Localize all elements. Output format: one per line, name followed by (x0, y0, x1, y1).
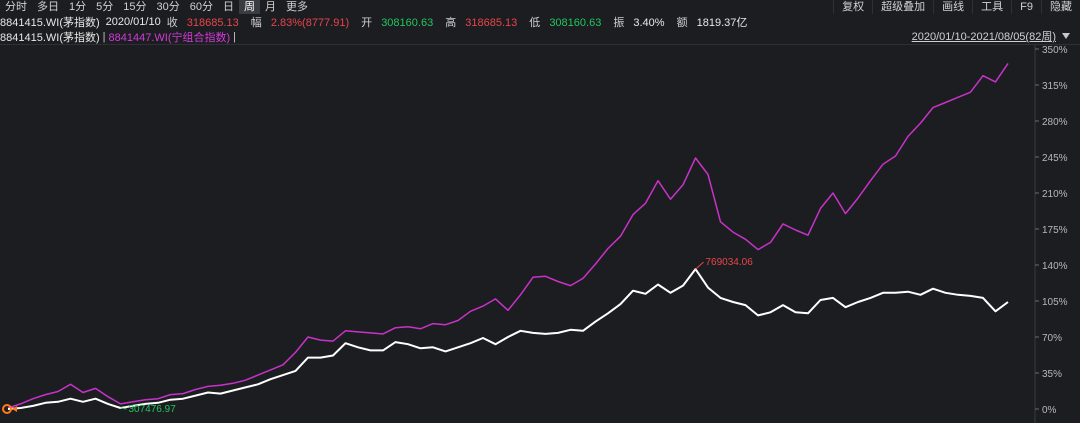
y-tick-label: 315% (1042, 81, 1068, 92)
y-tick-label: 210% (1042, 189, 1068, 200)
annotation-leader (120, 407, 127, 410)
tool-button-3[interactable]: 工具 (972, 0, 1011, 14)
tool-button-0[interactable]: 复权 (833, 0, 872, 14)
tool-button-2[interactable]: 画线 (933, 0, 972, 14)
tool-button-5[interactable]: 隐藏 (1041, 0, 1080, 14)
y-tick-label: 280% (1042, 117, 1068, 128)
annotation-label: 769034.06 (706, 257, 754, 268)
y-tick-label: 105% (1042, 297, 1068, 308)
y-tick-label: 175% (1042, 225, 1068, 236)
annotation-label: 307476.97 (129, 404, 177, 415)
toolbar: 分时 多日 1分 5分 15分 30分 60分日周月更多 复权 超级叠加 画线 工具 F9 隐藏 (0, 0, 1080, 14)
low-label: 低 (529, 17, 541, 29)
y-tick-label: 140% (1042, 261, 1068, 272)
period-tab-9[interactable]: 月 (265, 1, 276, 13)
tool-buttons: 复权 超级叠加 画线 工具 F9 隐藏 (833, 0, 1080, 14)
period-tab-0[interactable]: 分时 (5, 1, 27, 13)
series-line-0 (7, 268, 1009, 410)
date-range-selector[interactable]: 2020/01/10-2021/08/05(82周) (911, 31, 1056, 43)
change-label: 幅 (250, 17, 262, 29)
period-tab-6[interactable]: 60分 (189, 1, 213, 13)
amplitude-value: 3.40% (633, 17, 665, 29)
period-tab-4[interactable]: 15分 (123, 1, 147, 13)
legend-series-2[interactable]: 8841447.WI(宁组合指数) (108, 32, 231, 44)
legend-series-1[interactable]: 8841415.WI(茅指数) (0, 32, 100, 44)
y-tick-label: 0% (1042, 405, 1057, 416)
y-tick-label: 245% (1042, 153, 1068, 164)
period-tab-7[interactable]: 日 (223, 1, 234, 13)
amount-value: 1819.37亿 (696, 17, 748, 29)
y-tick-label: 350% (1042, 45, 1068, 56)
quote-date: 2020/01/10 (105, 16, 161, 28)
change-value: 2.83%(8777.91) (270, 17, 350, 29)
amplitude-label: 振 (613, 17, 625, 29)
legend-separator-2: | (233, 31, 237, 43)
series-line-1 (7, 62, 1009, 409)
period-tab-10[interactable]: 更多 (286, 1, 308, 13)
tool-button-4[interactable]: F9 (1011, 0, 1041, 14)
start-arrow-icon (12, 406, 17, 412)
close-value: 318685.13 (186, 17, 239, 29)
quote-info-row: 8841415.WI(茅指数) 2020/01/10 收 318685.13 幅… (0, 14, 860, 30)
index-code: 8841415.WI(茅指数) (0, 17, 100, 29)
annotation-leader (695, 261, 704, 270)
y-tick-label: 70% (1042, 333, 1062, 344)
amount-label: 额 (676, 17, 688, 29)
close-label: 收 (166, 17, 178, 29)
period-tab-3[interactable]: 5分 (96, 1, 114, 13)
tool-button-1[interactable]: 超级叠加 (872, 0, 933, 14)
period-tab-2[interactable]: 1分 (69, 1, 87, 13)
open-value: 308160.63 (381, 17, 434, 29)
high-value: 318685.13 (465, 17, 518, 29)
series-legend: 8841415.WI(茅指数) | 8841447.WI(宁组合指数) | (0, 30, 900, 44)
high-label: 高 (445, 17, 457, 29)
legend-separator: | (102, 31, 106, 43)
period-tab-8[interactable]: 周 (239, 0, 260, 14)
start-marker-icon (2, 404, 12, 414)
open-label: 开 (361, 17, 373, 29)
dropdown-arrow-icon[interactable] (1062, 33, 1070, 39)
y-tick-label: 35% (1042, 369, 1062, 380)
period-tab-5[interactable]: 30分 (156, 1, 180, 13)
period-tabs: 分时 多日 1分 5分 15分 30分 60分日周月更多 (0, 0, 313, 14)
period-tab-1[interactable]: 多日 (37, 1, 59, 13)
low-value: 308160.63 (549, 17, 602, 29)
